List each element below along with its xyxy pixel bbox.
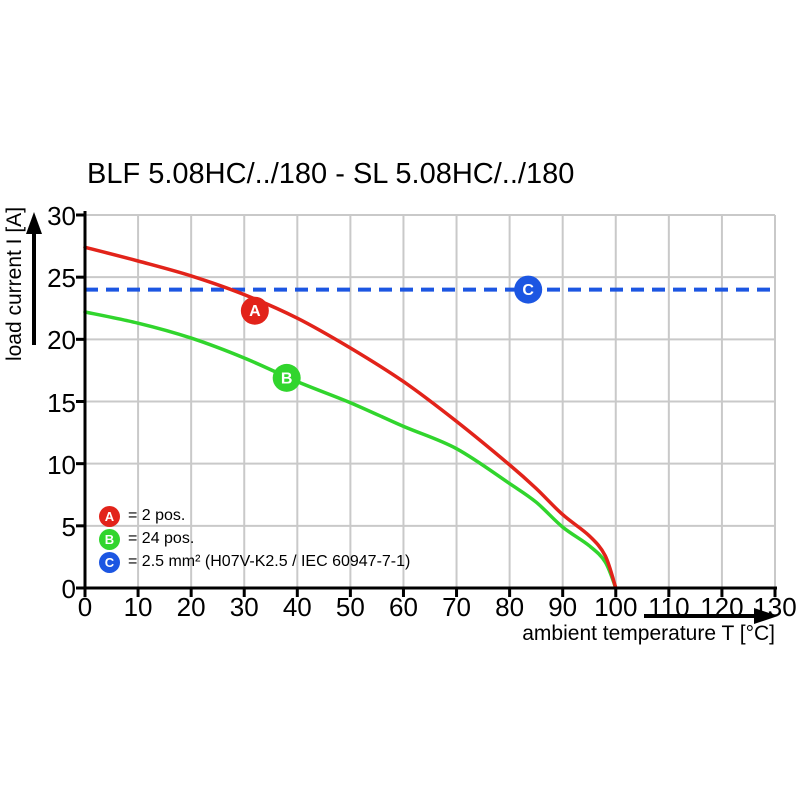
y-tick-label-5: 5	[61, 511, 76, 542]
x-axis-arrow-icon	[754, 608, 778, 624]
x-tick-label-110: 110	[648, 592, 690, 622]
y-tick-label-0: 0	[61, 574, 76, 604]
legend-item-c-label: = 2.5 mm² (H07V-K2.5 / IEC 60947-7-1)	[128, 553, 411, 570]
svg-text:C: C	[522, 282, 534, 299]
svg-text:A: A	[249, 303, 261, 320]
chart-title: BLF 5.08HC/../180 - SL 5.08HC/../180	[87, 158, 575, 190]
svg-text:B: B	[281, 370, 293, 387]
x-tick-label-0: 0	[77, 592, 93, 622]
y-tick-label-20: 20	[47, 325, 76, 356]
x-tick-label-100: 100	[594, 592, 638, 622]
x-tick-label-130: 130	[753, 592, 797, 622]
curve-B	[83, 310, 618, 590]
x-tick-label-60: 60	[388, 592, 418, 622]
x-tick-label-10: 10	[123, 592, 153, 622]
y-tick-label-30: 30	[47, 201, 76, 231]
legend-marker-a-icon: A	[99, 505, 120, 527]
legend-item-a: A = 2 pos.	[99, 505, 185, 527]
x-tick-label-120: 120	[700, 592, 744, 622]
x-tick-label-80: 80	[495, 592, 525, 622]
legend-item-a-label: = 2 pos.	[128, 507, 186, 524]
y-tick-label-25: 25	[47, 263, 76, 294]
curve-marker-C-icon: C	[514, 275, 543, 304]
x-axis-label: ambient temperature T [°C]	[522, 622, 775, 645]
y-tick-label-15: 15	[47, 387, 76, 418]
y-tick-label-10: 10	[47, 449, 76, 480]
legend-item-b-label: = 24 pos.	[128, 530, 195, 547]
legend-marker-b-icon: B	[99, 528, 120, 550]
x-tick-label-20: 20	[176, 592, 206, 622]
x-tick-label-90: 90	[548, 592, 578, 622]
legend-marker-c-icon: C	[99, 551, 120, 573]
curve-marker-A-icon: A	[240, 296, 269, 325]
y-axis-label: load current I [A]	[3, 206, 26, 362]
x-tick-label-50: 50	[335, 592, 365, 622]
y-axis-arrow-icon	[26, 212, 42, 234]
curve-A	[83, 245, 618, 590]
x-tick-label-40: 40	[282, 592, 312, 622]
legend-item-c: C = 2.5 mm² (H07V-K2.5 / IEC 60947-7-1)	[99, 551, 410, 573]
x-tick-label-30: 30	[229, 592, 259, 622]
curve-marker-B-icon: B	[272, 363, 301, 392]
x-tick-label-70: 70	[442, 592, 471, 622]
legend-item-b: B = 24 pos.	[99, 528, 194, 550]
